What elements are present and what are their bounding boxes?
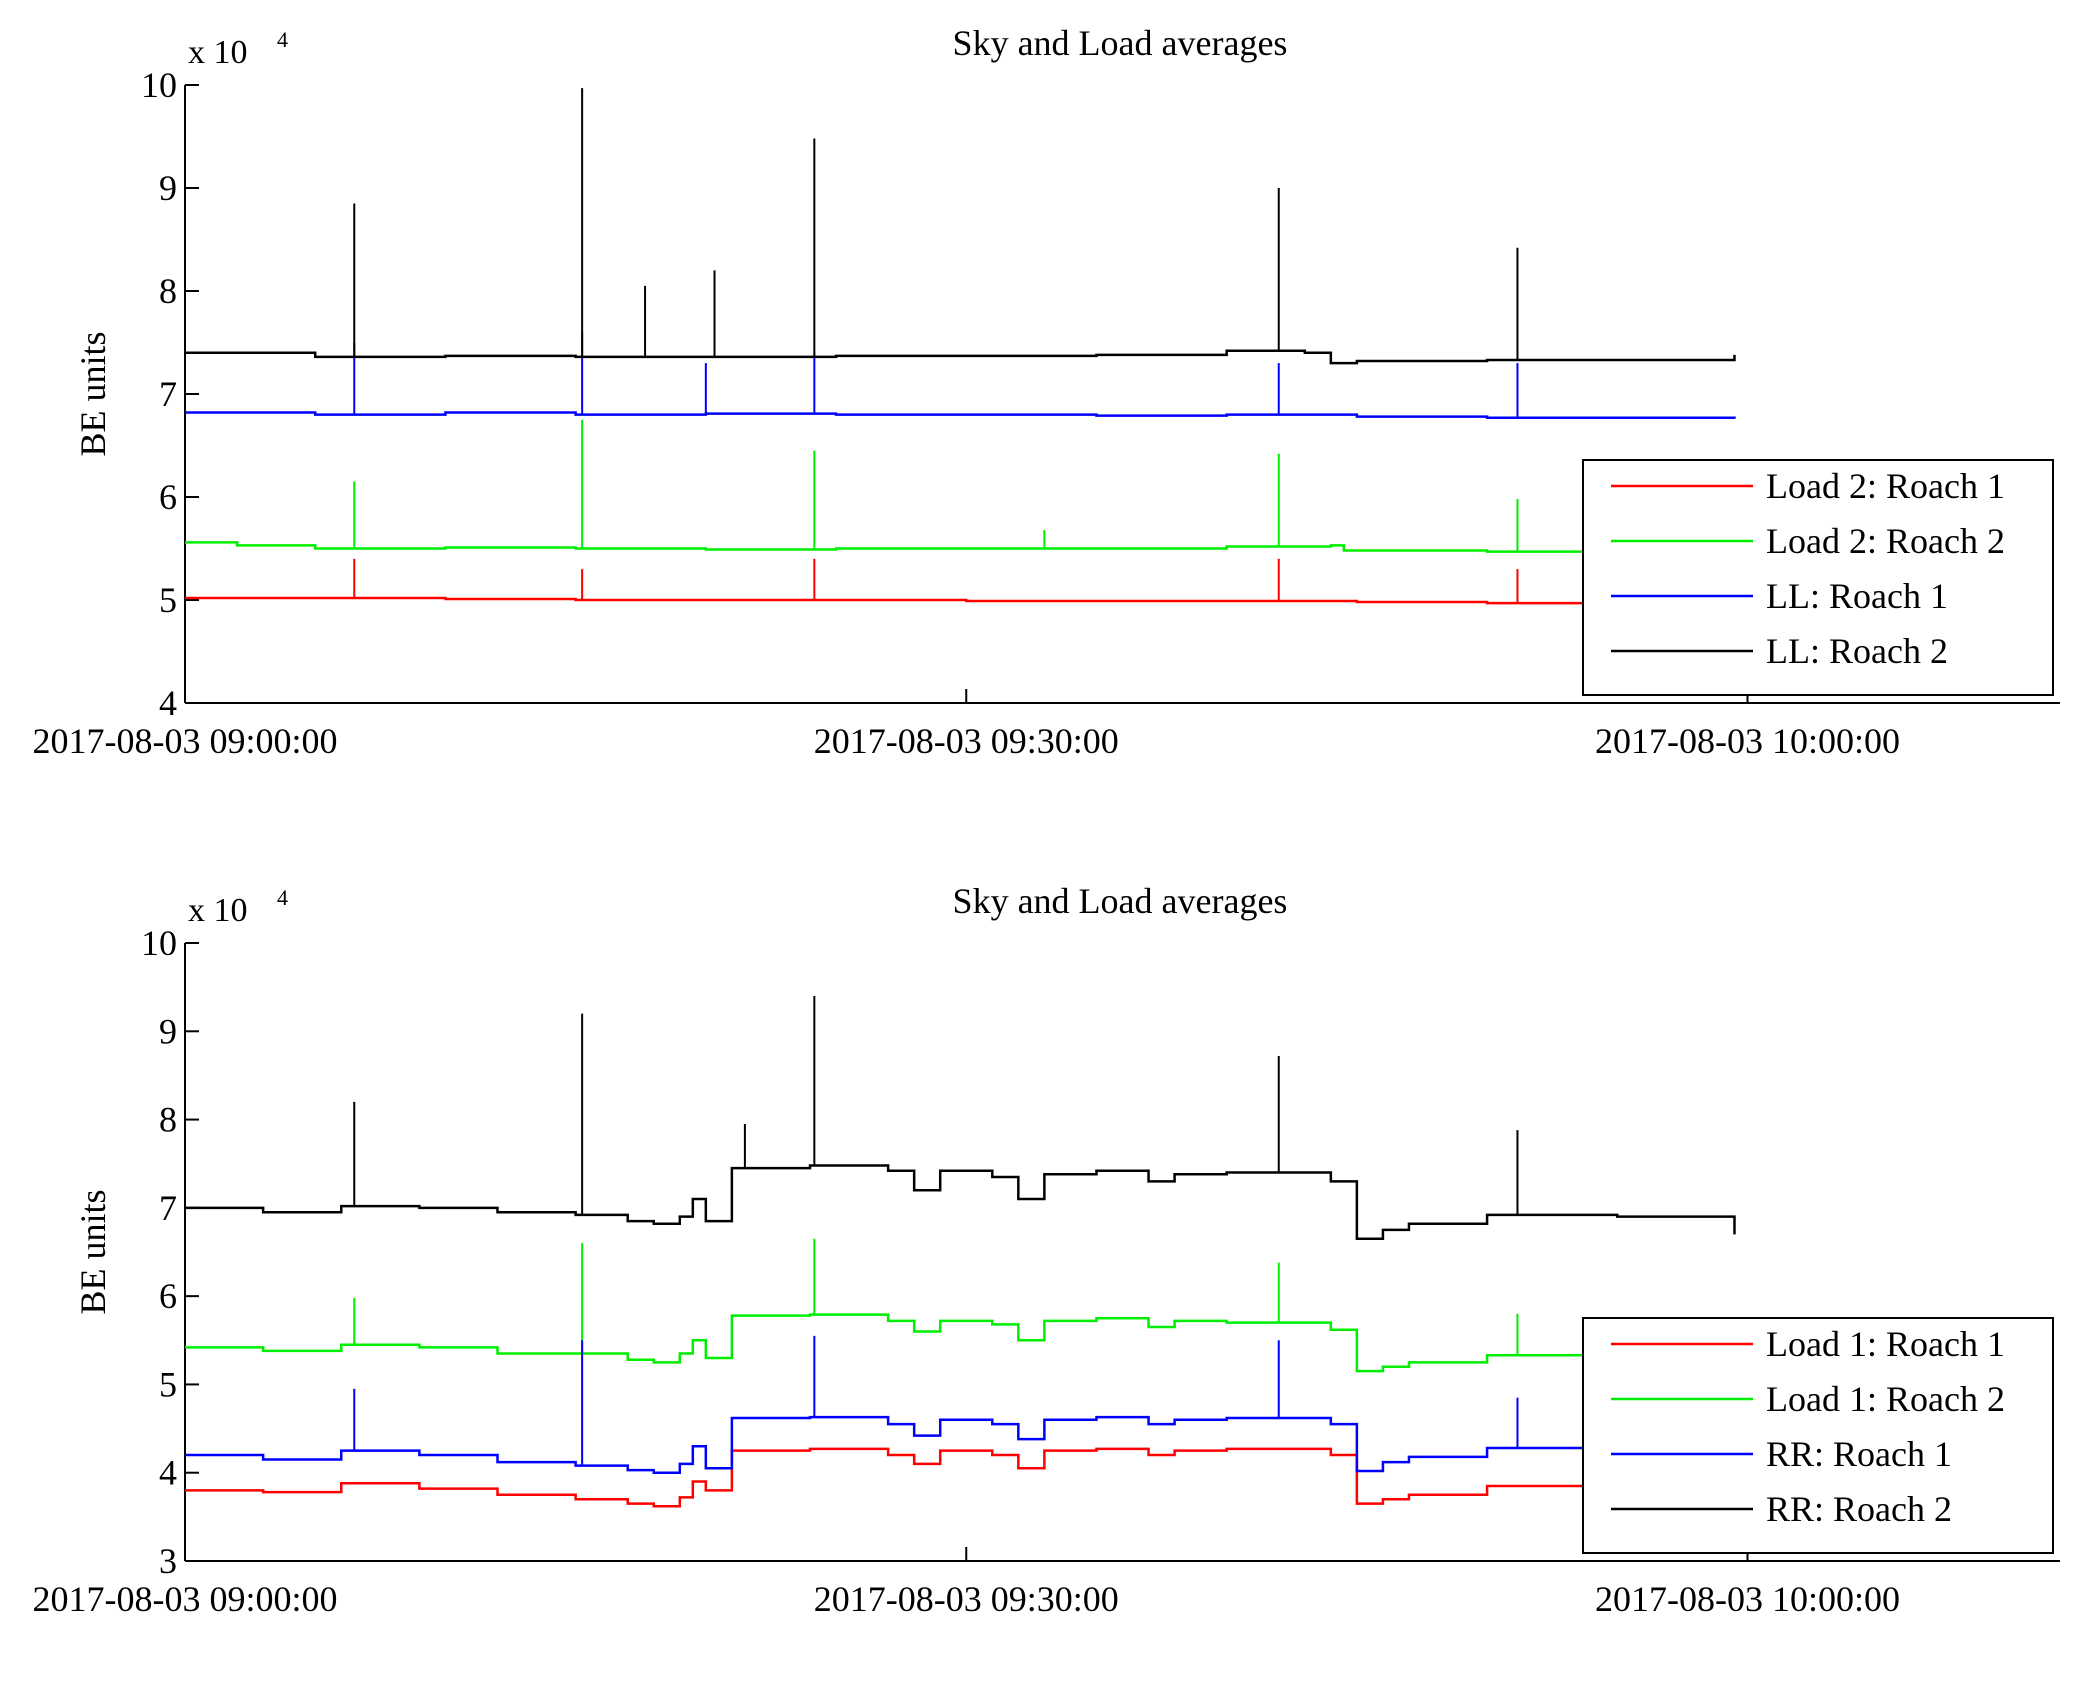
legend-box <box>1582 459 2054 696</box>
y-tick-label: 4 <box>159 683 177 723</box>
y-exponent-power: 4 <box>277 27 288 52</box>
y-tick-label: 8 <box>159 271 177 311</box>
series-line <box>185 1313 1619 1373</box>
series-line <box>185 541 1723 554</box>
y-tick-label: 10 <box>141 65 177 105</box>
series-line <box>185 411 1736 419</box>
legend-label: Load 1: Roach 1 <box>1766 1324 2005 1364</box>
y-tick-label: 5 <box>159 1364 177 1404</box>
x-tick-label: 2017-08-03 09:00:00 <box>33 721 338 761</box>
y-tick-label: 7 <box>159 1188 177 1228</box>
y-tick-label: 4 <box>159 1453 177 1493</box>
y-tick-label: 8 <box>159 1100 177 1140</box>
legend-label: Load 2: Roach 1 <box>1766 466 2005 506</box>
y-tick-label: 6 <box>159 477 177 517</box>
x-tick-label: 2017-08-03 09:30:00 <box>814 1579 1119 1619</box>
legend-label: Load 2: Roach 2 <box>1766 521 2005 561</box>
y-exponent-label: x 10 <box>188 892 248 929</box>
chart-panel: Sky and Load averages x 10 4 BE units 3 4 5 6 7 8… <box>33 881 2060 1619</box>
x-tick-label: 2017-08-03 10:00:00 <box>1595 1579 1900 1619</box>
series-line <box>185 1164 1736 1241</box>
x-tick-label: 2017-08-03 09:00:00 <box>33 1579 338 1619</box>
x-tick-label: 2017-08-03 09:30:00 <box>814 721 1119 761</box>
y-tick-label: 9 <box>159 1011 177 1051</box>
legend-label: LL: Roach 1 <box>1766 576 1948 616</box>
chart-title: Sky and Load averages <box>953 881 1288 921</box>
y-tick-label: 5 <box>159 580 177 620</box>
legend-box <box>1582 1317 2054 1554</box>
y-axis-label: BE units <box>73 331 113 456</box>
y-axis-label: BE units <box>73 1189 113 1314</box>
y-exponent-label: x 10 <box>188 34 248 71</box>
chart-panel: Sky and Load averages x 10 4 BE units 4 5 6 7 8 9… <box>33 23 2060 761</box>
y-exponent-power: 4 <box>277 885 288 910</box>
legend-label: Load 1: Roach 2 <box>1766 1379 2005 1419</box>
series-line <box>185 1447 1619 1508</box>
y-tick-label: 6 <box>159 1276 177 1316</box>
x-tick-label: 2017-08-03 10:00:00 <box>1595 721 1900 761</box>
y-tick-label: 10 <box>141 923 177 963</box>
chart-title: Sky and Load averages <box>953 23 1288 63</box>
y-tick-label: 3 <box>159 1541 177 1581</box>
series-line <box>185 596 1723 605</box>
legend-label: RR: Roach 2 <box>1766 1489 1952 1529</box>
legend-label: LL: Roach 2 <box>1766 631 1948 671</box>
series-line <box>185 349 1736 365</box>
series-line <box>185 1415 1619 1474</box>
legend-label: RR: Roach 1 <box>1766 1434 1952 1474</box>
y-tick-label: 7 <box>159 374 177 414</box>
y-tick-label: 9 <box>159 168 177 208</box>
